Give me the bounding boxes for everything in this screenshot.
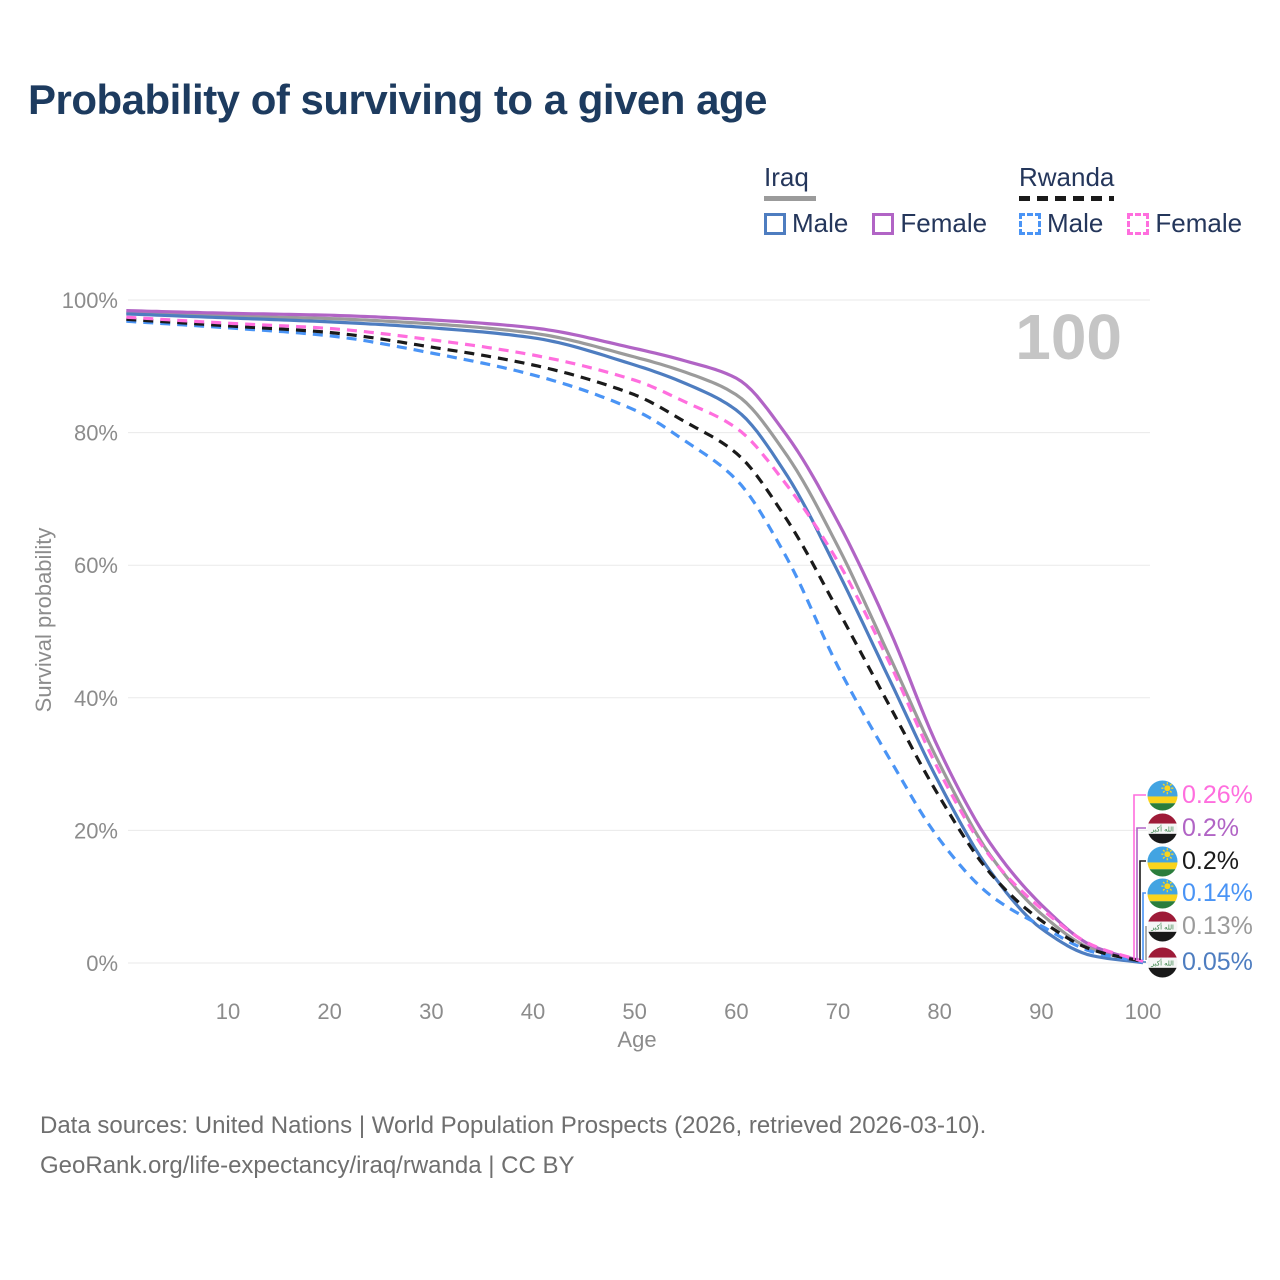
iraq-male-swatch-icon [764,212,786,235]
end-label-iraq-013[interactable]: الله أكبر 0.13% [1147,910,1253,942]
svg-text:الله أكبر: الله أكبر [1150,824,1174,833]
legend-item-label: Female [1155,208,1243,238]
end-label-rwanda-014[interactable]: 0.14% [1147,877,1253,909]
y-tick-label: 60% [74,553,118,578]
x-tick-label: 100 [1125,999,1162,1024]
end-label-rwanda-026[interactable]: 0.26% [1147,779,1253,811]
series-line-iraq-female[interactable] [126,309,1144,964]
iraq-flag-icon: الله أكبر [1147,946,1178,978]
x-tick-label: 60 [724,999,748,1024]
end-label-value: 0.2% [1182,846,1239,875]
rwanda-male-swatch-icon [1019,212,1041,235]
end-label-connector [1142,892,1146,960]
legend-group-iraq-label[interactable]: Iraq [764,162,809,192]
series-line-rwanda-female[interactable] [126,315,1144,963]
legend-item-label: Male [792,208,849,238]
page-title: Probability of surviving to a given age [28,76,767,123]
end-label-value: 0.13% [1182,911,1253,940]
x-tick-label: 10 [216,999,240,1024]
legend-item-iraq-male[interactable]: Male [764,208,848,239]
iraq-female-swatch-icon [872,212,895,235]
svg-text:الله أكبر: الله أكبر [1150,922,1174,931]
iraq-flag-icon: الله أكبر [1147,910,1178,942]
rwanda-flag-icon [1147,877,1178,909]
legend-item-rwanda-female[interactable]: Female [1127,208,1242,239]
end-label-iraq-005[interactable]: الله أكبر 0.05% [1147,946,1253,978]
x-tick-label: 70 [826,999,850,1024]
legend-item-label: Female [900,208,988,238]
svg-text:الله أكبر: الله أكبر [1150,958,1174,967]
series-line-iraq-male[interactable] [126,312,1144,965]
age-watermark: 100 [1015,301,1122,373]
end-label-connector [1139,860,1146,960]
data-source-note: Data sources: United Nations | World Pop… [40,1106,986,1186]
legend-group-rwanda: Rwanda Male Female [1019,162,1242,239]
end-label-connector [1136,827,1146,960]
end-label-iraq-02[interactable]: الله أكبر 0.2% [1147,812,1239,844]
legend-item-iraq-female[interactable]: Female [872,208,987,239]
x-tick-label: 30 [419,999,443,1024]
rwanda-flag-icon [1147,779,1178,811]
legend-group-iraq: Iraq Male Female [764,162,987,239]
end-label-value: 0.14% [1182,878,1253,907]
y-axis-title: Survival probability [31,527,56,713]
y-tick-label: 100% [62,288,118,313]
series-line-rwanda-male[interactable] [126,319,1144,964]
x-tick-label: 20 [317,999,341,1024]
data-source-line1: Data sources: United Nations | World Pop… [40,1112,987,1139]
end-label-rwanda-02[interactable]: 0.2% [1147,845,1239,877]
iraq-flag-icon: الله أكبر [1147,812,1178,844]
x-axis-title: Age [617,1027,657,1052]
y-tick-label: 20% [74,818,118,843]
y-tick-label: 40% [74,686,118,711]
end-label-connector [1133,794,1146,960]
end-label-value: 0.2% [1182,813,1239,842]
series-line-rwanda-both[interactable] [126,317,1144,964]
legend-item-rwanda-male[interactable]: Male [1019,208,1103,239]
legend-item-label: Male [1047,208,1104,238]
rwanda-underline-swatch [1019,196,1114,201]
end-label-value: 0.26% [1182,780,1253,809]
iraq-underline-swatch [764,196,816,201]
end-label-value: 0.05% [1182,947,1253,976]
y-tick-label: 0% [86,951,118,976]
legend-group-rwanda-label[interactable]: Rwanda [1019,162,1115,192]
y-tick-label: 80% [74,421,118,446]
data-source-line2: GeoRank.org/life-expectancy/iraq/rwanda … [40,1152,575,1179]
x-tick-label: 50 [622,999,646,1024]
rwanda-flag-icon [1147,845,1178,877]
series-line-iraq-both[interactable] [126,311,1144,964]
x-tick-label: 40 [521,999,545,1024]
x-tick-label: 80 [927,999,951,1024]
x-tick-label: 90 [1029,999,1053,1024]
rwanda-female-swatch-icon [1127,212,1150,235]
